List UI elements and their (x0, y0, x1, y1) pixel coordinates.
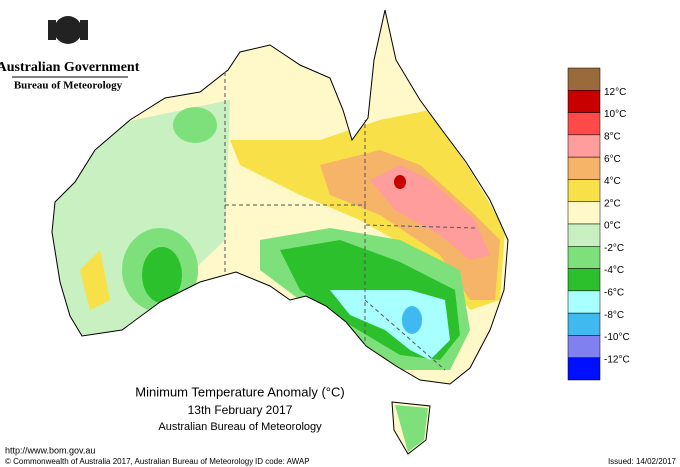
legend-label: 2°C (604, 198, 621, 209)
legend-swatch (567, 67, 601, 91)
legend-label: -4°C (604, 265, 624, 276)
legend-label: 10°C (604, 109, 626, 120)
legend: 12°C 10°C 8°C 6°C 4°C 2°C 0°C -2°C -4°C -6°C -8°C -… (567, 67, 630, 381)
legend-label: 6°C (604, 154, 621, 165)
legend-label: -8°C (604, 310, 624, 321)
legend-swatch (567, 201, 601, 225)
legend-label: -10°C (604, 332, 630, 343)
legend-swatch (567, 223, 601, 247)
date: 13th February 2017 (188, 403, 293, 417)
legend-swatch (567, 268, 601, 292)
legend-swatch (567, 290, 601, 314)
legend-label: -2°C (604, 243, 624, 254)
legend-swatch (567, 312, 601, 336)
legend-swatch (567, 156, 601, 180)
agency: Bureau of Meteorology (14, 80, 123, 92)
legend-swatch (567, 134, 601, 158)
legend-label: 4°C (604, 176, 621, 187)
title: Minimum Temperature Anomaly (°C) (135, 384, 344, 399)
source: Australian Bureau of Meteorology (158, 421, 322, 433)
legend-label: 12°C (604, 87, 626, 98)
legend-label: -12°C (604, 354, 630, 365)
legend-swatch (567, 357, 601, 381)
url: http://www.bom.gov.au (5, 445, 95, 455)
legend-swatch (567, 335, 601, 358)
legend-label: -6°C (604, 287, 624, 298)
legend-swatch (567, 90, 601, 113)
legend-label: 8°C (604, 131, 621, 142)
government: Australian Government (0, 60, 140, 75)
coastline (51, 9, 509, 455)
legend-label: 0°C (604, 221, 621, 232)
issued: Issued: 14/02/2017 (608, 457, 677, 466)
logo (48, 16, 88, 44)
legend-swatch (567, 179, 601, 202)
copyright: © Commonwealth of Australia 2017, Austra… (5, 457, 253, 466)
legend-swatch (567, 112, 601, 136)
state-borders (224, 72, 476, 371)
id-code: ID code: AWAP (255, 457, 310, 466)
legend-swatch (567, 246, 601, 269)
